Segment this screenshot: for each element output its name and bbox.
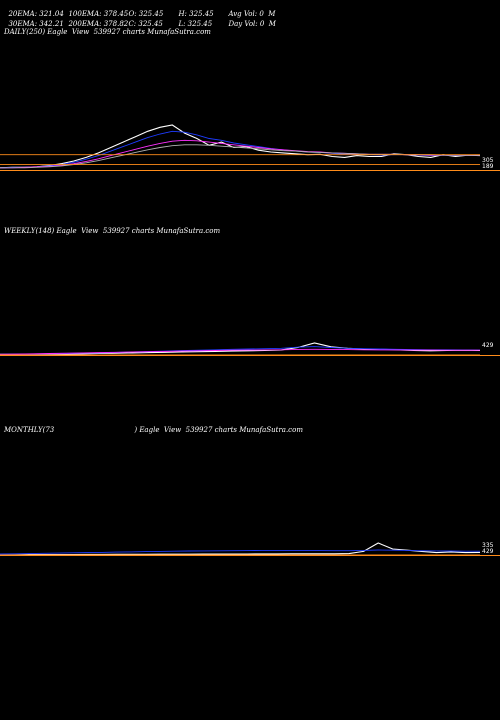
monthly-end-label: 335 [482,542,494,549]
monthly-series-price-0 [0,542,481,556]
daily-end-label: 189 [482,163,494,170]
monthly-chart-title: MONTHLY(73 ) Eagle View 539927 charts Mu… [4,426,303,434]
daily-end-label: 305 [482,157,494,164]
header-30ema: 30EMA: 342.21 [8,20,64,28]
weekly-end-label: 429 [482,342,494,349]
ema-header-row-2: 30EMA: 342.21 200EMA: 378.82C: 325.45 L: 3… [4,12,276,28]
daily-series-ema_blue-1 [0,130,480,169]
header-avg-vol: Avg Vol: 0 M [228,10,276,18]
weekly-series-price-0 [0,342,481,355]
daily-series-price-0 [0,124,481,169]
header-close: C: 325.45 [128,20,163,28]
monthly-series-ema_blue-1 [0,549,480,555]
header-high: H: 325.45 [178,10,214,18]
daily-chart-title: DAILY(250) Eagle View 539927 charts Muna… [4,28,211,36]
header-20ema: 20EMA: 321.04 [8,10,64,18]
header-200ema: 200EMA: 378.82 [68,20,129,28]
weekly-chart-title: WEEKLY(148) Eagle View 539927 charts Mun… [4,227,221,235]
header-day-vol: Day Vol: 0 M [228,20,276,28]
header-open: O: 325.45 [128,10,164,18]
header-100ema: 100EMA: 378.45 [68,10,129,18]
weekly-series-ema_magenta-2 [0,348,480,355]
monthly-end-label: 429 [482,548,494,555]
header-low: L: 325.45 [178,20,213,28]
ema-header-row-1: 20EMA: 321.04 100EMA: 378.45O: 325.45 H: 3… [4,2,275,18]
daily-series-ema_magenta-2 [0,139,480,169]
weekly-chart: 429 [0,342,500,356]
